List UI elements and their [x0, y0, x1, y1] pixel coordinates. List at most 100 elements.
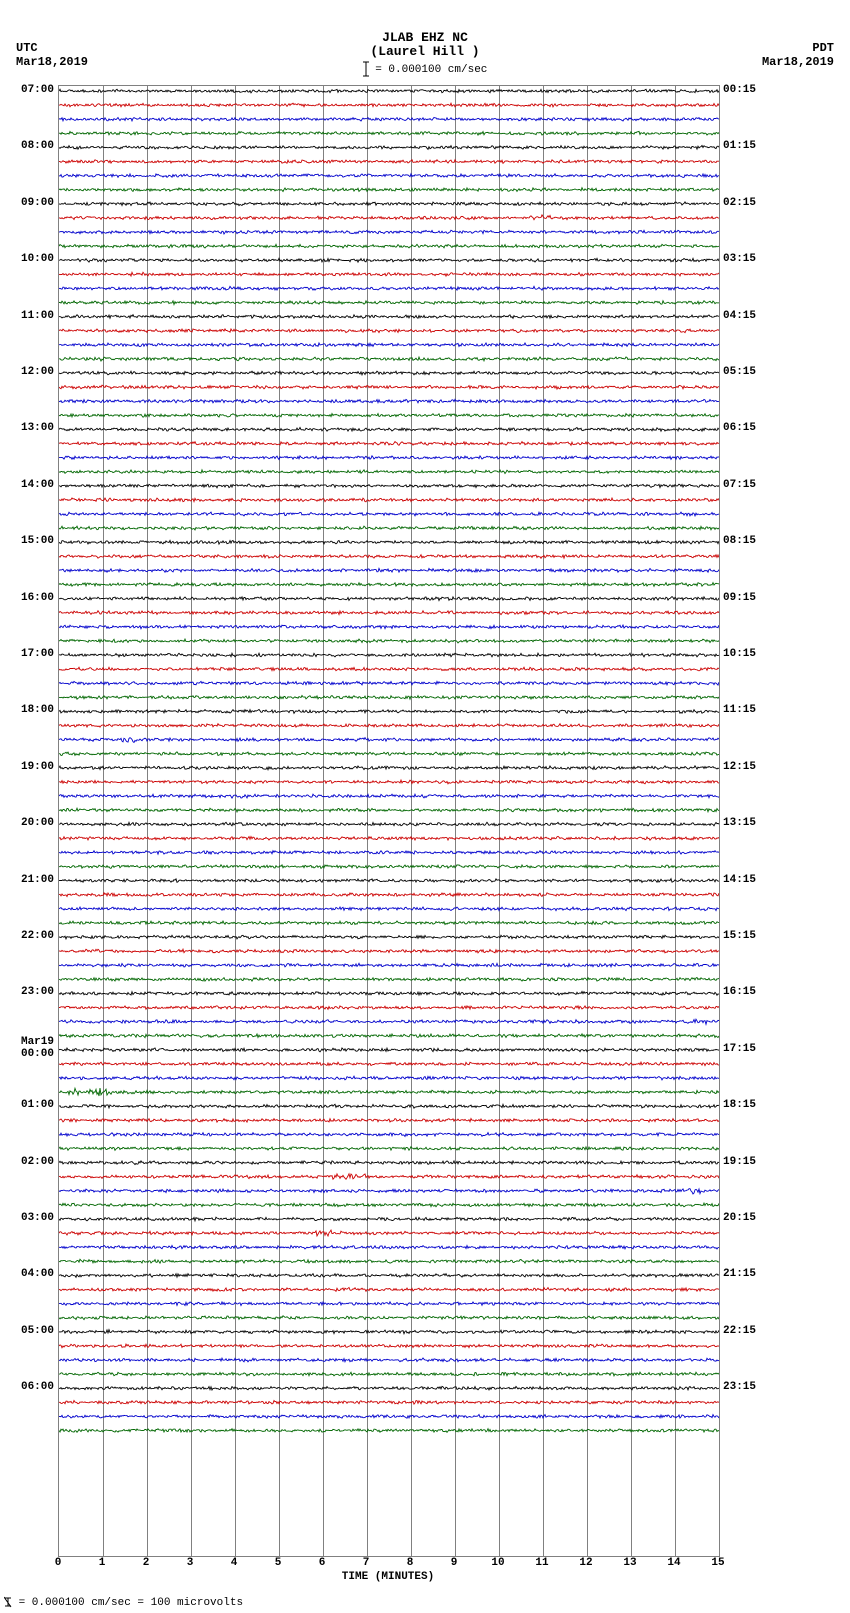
seismogram-trace [59, 1006, 719, 1010]
hour-label-left: 01:00 [4, 1099, 54, 1111]
seismogram-trace [59, 357, 719, 361]
scale-text: = 0.000100 cm/sec [375, 64, 487, 76]
seismogram-trace [59, 1372, 719, 1376]
seismogram-trace [59, 949, 719, 953]
seismogram-trace [59, 710, 719, 714]
seismogram-trace [59, 893, 719, 897]
seismogram-trace [59, 244, 719, 248]
seismogram-trace [59, 766, 719, 770]
hour-label-left: 15:00 [4, 535, 54, 547]
seismogram-trace [59, 822, 719, 826]
hour-label-right: 18:15 [723, 1099, 773, 1111]
seismogram-trace [59, 794, 719, 798]
hour-label-left: 00:00 [4, 1048, 54, 1060]
seismogram-trace [59, 371, 719, 375]
hour-label-right: 14:15 [723, 874, 773, 886]
seismogram-trace [59, 117, 719, 121]
x-tick: 11 [527, 1557, 557, 1569]
date-right: Mar18,2019 [762, 55, 834, 69]
seismogram-trace [59, 442, 719, 446]
hour-label-left: 17:00 [4, 648, 54, 660]
seismogram-trace [59, 1189, 719, 1194]
hour-label-left: 02:00 [4, 1156, 54, 1168]
seismogram-trace [59, 780, 719, 784]
seismogram-trace [59, 1330, 719, 1334]
seismogram-trace [59, 978, 719, 982]
seismogram-trace [59, 89, 719, 93]
seismogram-trace [59, 174, 719, 178]
seismogram-trace [59, 258, 719, 262]
hour-label-left: 13:00 [4, 422, 54, 434]
seismogram-trace [59, 879, 719, 883]
x-axis: 0123456789101112131415 TIME (MINUTES) [58, 1557, 718, 1597]
hour-label-left: 19:00 [4, 761, 54, 773]
hour-label-left: 16:00 [4, 592, 54, 604]
hour-label-left: 23:00 [4, 986, 54, 998]
seismogram-trace [59, 724, 719, 728]
seismogram-trace [59, 625, 719, 629]
seismogram-trace [59, 808, 719, 812]
seismogram-trace [59, 1133, 719, 1137]
x-tick: 6 [307, 1557, 337, 1569]
scale-bar-icon [363, 60, 369, 78]
hour-label-right: 09:15 [723, 592, 773, 604]
seismogram-trace [59, 484, 719, 488]
seismogram-trace [59, 836, 719, 840]
seismogram-trace [59, 1104, 719, 1108]
seismogram-trace [59, 512, 719, 516]
seismogram-trace [59, 851, 719, 855]
hour-label-right: 08:15 [723, 535, 773, 547]
seismogram-trace [59, 540, 719, 544]
footer-scale: = 0.000100 cm/sec = 100 microvolts [4, 1596, 243, 1609]
seismogram-trace [59, 639, 719, 643]
seismogram-trace [59, 343, 719, 347]
seismogram-trace [59, 738, 719, 743]
hour-label-right: 12:15 [723, 761, 773, 773]
seismogram-trace [59, 1302, 719, 1306]
seismogram-trace [59, 1034, 719, 1038]
hour-label-right: 20:15 [723, 1212, 773, 1224]
seismogram-trace [59, 1246, 719, 1250]
seismogram-trace [59, 1288, 719, 1292]
hour-label-right: 23:15 [723, 1381, 773, 1393]
hour-label-right: 13:15 [723, 817, 773, 829]
hour-label-left: 21:00 [4, 874, 54, 886]
x-tick: 5 [263, 1557, 293, 1569]
hour-label-left: 11:00 [4, 310, 54, 322]
hour-label-left: 03:00 [4, 1212, 54, 1224]
hour-label-left: 20:00 [4, 817, 54, 829]
seismogram-trace [59, 1119, 719, 1123]
seismogram-trace [59, 991, 719, 995]
seismogram-trace [59, 1415, 719, 1419]
hour-label-left: 12:00 [4, 366, 54, 378]
x-tick: 0 [43, 1557, 73, 1569]
hour-label-left: 06:00 [4, 1381, 54, 1393]
seismogram-trace [59, 230, 719, 234]
seismogram-trace [59, 963, 719, 967]
hour-label-right: 22:15 [723, 1325, 773, 1337]
seismogram-trace [59, 329, 719, 333]
seismogram-trace [59, 1259, 719, 1263]
seismogram-trace [59, 315, 719, 319]
hour-label-right: 11:15 [723, 704, 773, 716]
seismogram-trace [59, 1088, 719, 1096]
hour-label-right: 16:15 [723, 986, 773, 998]
seismogram-trace [59, 555, 719, 559]
seismogram-trace [59, 1230, 719, 1236]
x-label: TIME (MINUTES) [58, 1571, 718, 1583]
hour-label-left: 18:00 [4, 704, 54, 716]
hour-label-left: 14:00 [4, 479, 54, 491]
seismogram-trace [59, 456, 719, 460]
x-tick: 8 [395, 1557, 425, 1569]
x-tick: 7 [351, 1557, 381, 1569]
seismogram-trace [59, 1401, 719, 1405]
seismogram-trace [59, 865, 719, 869]
seismogram-trace [59, 1076, 719, 1080]
seismogram-trace [59, 752, 719, 756]
hour-label-left: 09:00 [4, 197, 54, 209]
hour-label-right: 07:15 [723, 479, 773, 491]
seismogram-trace [59, 146, 719, 150]
seismogram-trace [59, 597, 719, 601]
seismogram-trace [59, 681, 719, 685]
seismogram-trace [59, 1203, 719, 1207]
